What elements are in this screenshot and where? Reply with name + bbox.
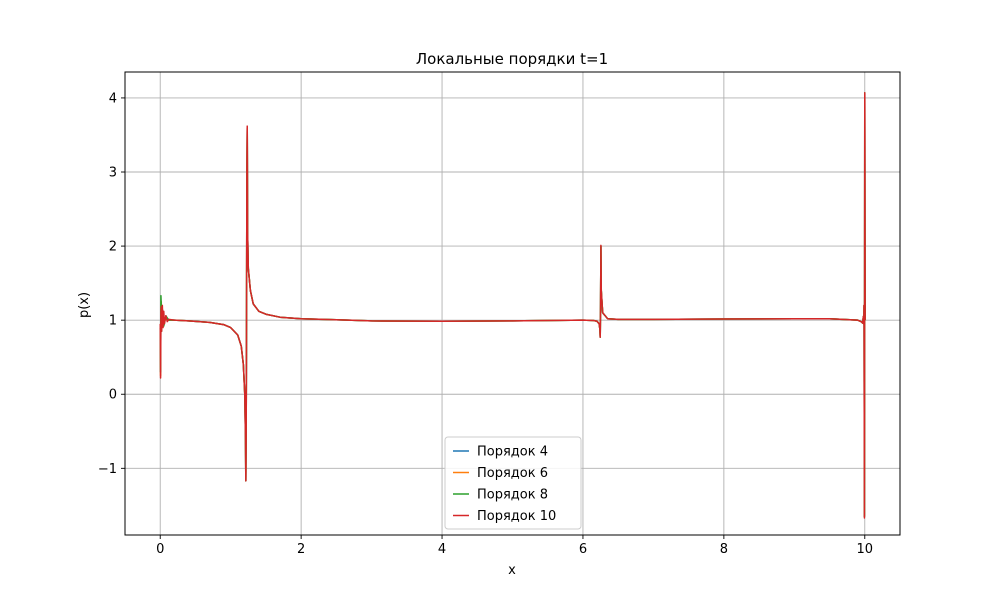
legend-label: Порядок 6 (477, 466, 548, 481)
plot-frame (124, 71, 901, 536)
x-tick-label: 10 (856, 542, 873, 557)
x-tick-label: 8 (720, 542, 728, 557)
legend-box (444, 436, 582, 530)
series-line-4 (159, 91, 866, 519)
series-layer (159, 91, 866, 519)
x-tick-label: 2 (297, 542, 305, 557)
x-axis-label: x (508, 563, 516, 578)
y-tick-label: 0 (109, 388, 117, 403)
grid (125, 72, 900, 535)
y-axis-label: p(x) (77, 292, 92, 318)
legend: Порядок 4 Порядок 6 Порядок 8 Порядок 10 (444, 436, 582, 530)
y-tick-label: −1 (98, 462, 117, 477)
chart-title: Локальные порядки t=1 (416, 50, 608, 68)
x-tick-label: 0 (156, 542, 164, 557)
legend-label: Порядок 10 (477, 509, 556, 524)
y-tick-label: 1 (109, 314, 117, 329)
y-tick-label: 2 (109, 240, 117, 255)
y-tick-label: 4 (109, 91, 117, 106)
legend-label: Порядок 4 (477, 445, 548, 460)
y-tick-label: 3 (109, 166, 117, 181)
axis-ticks: 0 2 4 6 8 10 −1 0 1 2 3 4 (98, 91, 873, 557)
x-tick-label: 6 (579, 542, 587, 557)
x-tick-label: 4 (438, 542, 446, 557)
legend-label: Порядок 8 (477, 488, 548, 503)
